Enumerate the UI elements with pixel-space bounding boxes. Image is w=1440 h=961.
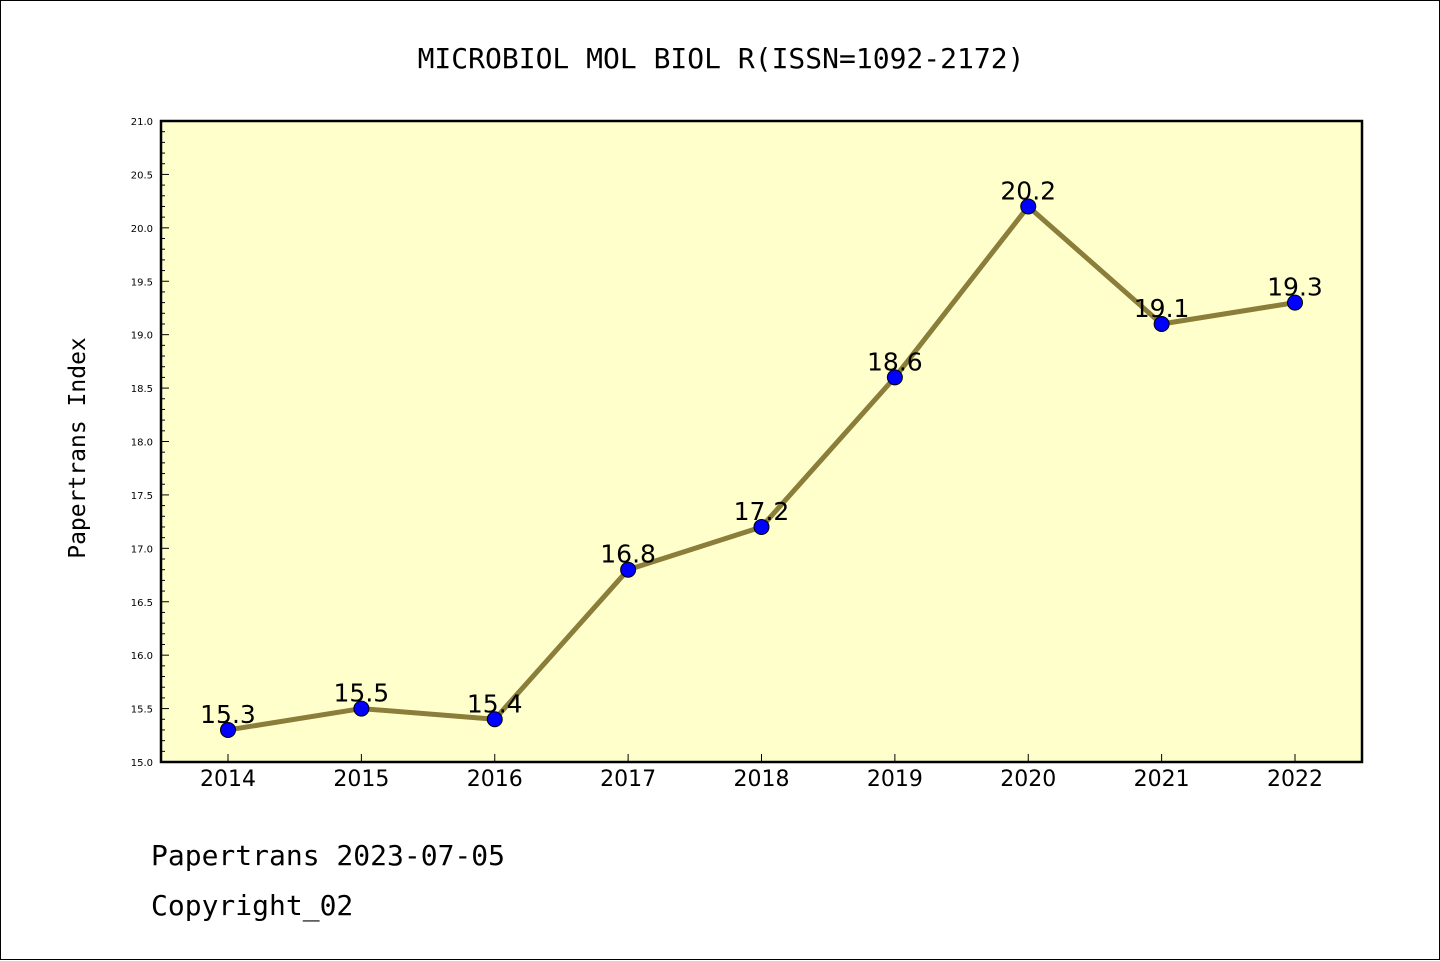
chart-title: MICROBIOL MOL BIOL R(ISSN=1092-2172) [418, 42, 1025, 75]
y-tick-label: 16.0 [131, 651, 153, 662]
data-label: 20.2 [1000, 176, 1056, 205]
data-label: 16.8 [600, 540, 656, 569]
x-tick-label: 2019 [867, 767, 923, 792]
x-tick-label: 2020 [1000, 767, 1056, 792]
data-point-marker [1153, 315, 1170, 332]
data-point-marker [486, 711, 503, 728]
y-tick-label: 15.0 [131, 758, 153, 769]
data-point-marker [353, 700, 370, 717]
y-tick-label: 18.0 [131, 438, 153, 449]
y-tick-label: 16.5 [131, 598, 153, 609]
y-axis-label: Papertrans Index [65, 337, 91, 559]
y-tick-label: 19.5 [131, 277, 153, 288]
data-label: 15.3 [200, 700, 256, 729]
x-tick-label: 2022 [1267, 767, 1323, 792]
y-axis: 15.0 15.5 16.0 16.5 17.0 17.5 18.0 18.5 19.0 19.5… [131, 117, 169, 769]
data-label: 17.2 [734, 497, 790, 526]
x-tick-label: 2021 [1134, 767, 1190, 792]
data-point-marker [220, 721, 236, 738]
data-labels-group: 15.3 15.5 15.4 16.8 17.2 18.6 20.2 19.1 19.3 [200, 176, 1323, 728]
y-tick-label: 18.5 [131, 384, 153, 395]
x-tick-label: 2015 [333, 767, 389, 792]
y-tick-label: 17.0 [131, 544, 153, 555]
data-point-marker [1020, 198, 1037, 215]
y-tick-label: 17.5 [131, 491, 153, 502]
data-label: 15.4 [467, 689, 523, 718]
y-tick-label: 20.5 [131, 170, 153, 181]
data-point-marker [753, 518, 770, 535]
y-tick-label: 20.0 [131, 224, 153, 235]
data-point-marker [620, 561, 637, 578]
footer-date: Papertrans 2023-07-05 [151, 839, 505, 872]
footer-copyright: Copyright_02 [151, 889, 353, 923]
plot-area [159, 119, 1364, 764]
data-label: 18.6 [867, 347, 923, 376]
data-label: 19.1 [1134, 294, 1190, 323]
data-label: 19.3 [1267, 273, 1323, 302]
x-tick-label: 2018 [734, 767, 790, 792]
y-tick-label: 15.5 [131, 705, 153, 716]
data-label: 15.5 [334, 679, 390, 708]
data-point-marker [886, 369, 903, 386]
x-tick-label: 2016 [467, 767, 523, 792]
data-point-marker [1287, 294, 1303, 311]
y-tick-label: 21.0 [131, 117, 153, 128]
x-tick-label: 2014 [200, 767, 256, 792]
markers-group [220, 198, 1303, 738]
x-tick-label: 2017 [600, 767, 656, 792]
x-axis: 2014 2015 2016 2017 2018 2019 2020 2021 2022 [200, 754, 1323, 792]
y-tick-label: 19.0 [131, 331, 153, 342]
